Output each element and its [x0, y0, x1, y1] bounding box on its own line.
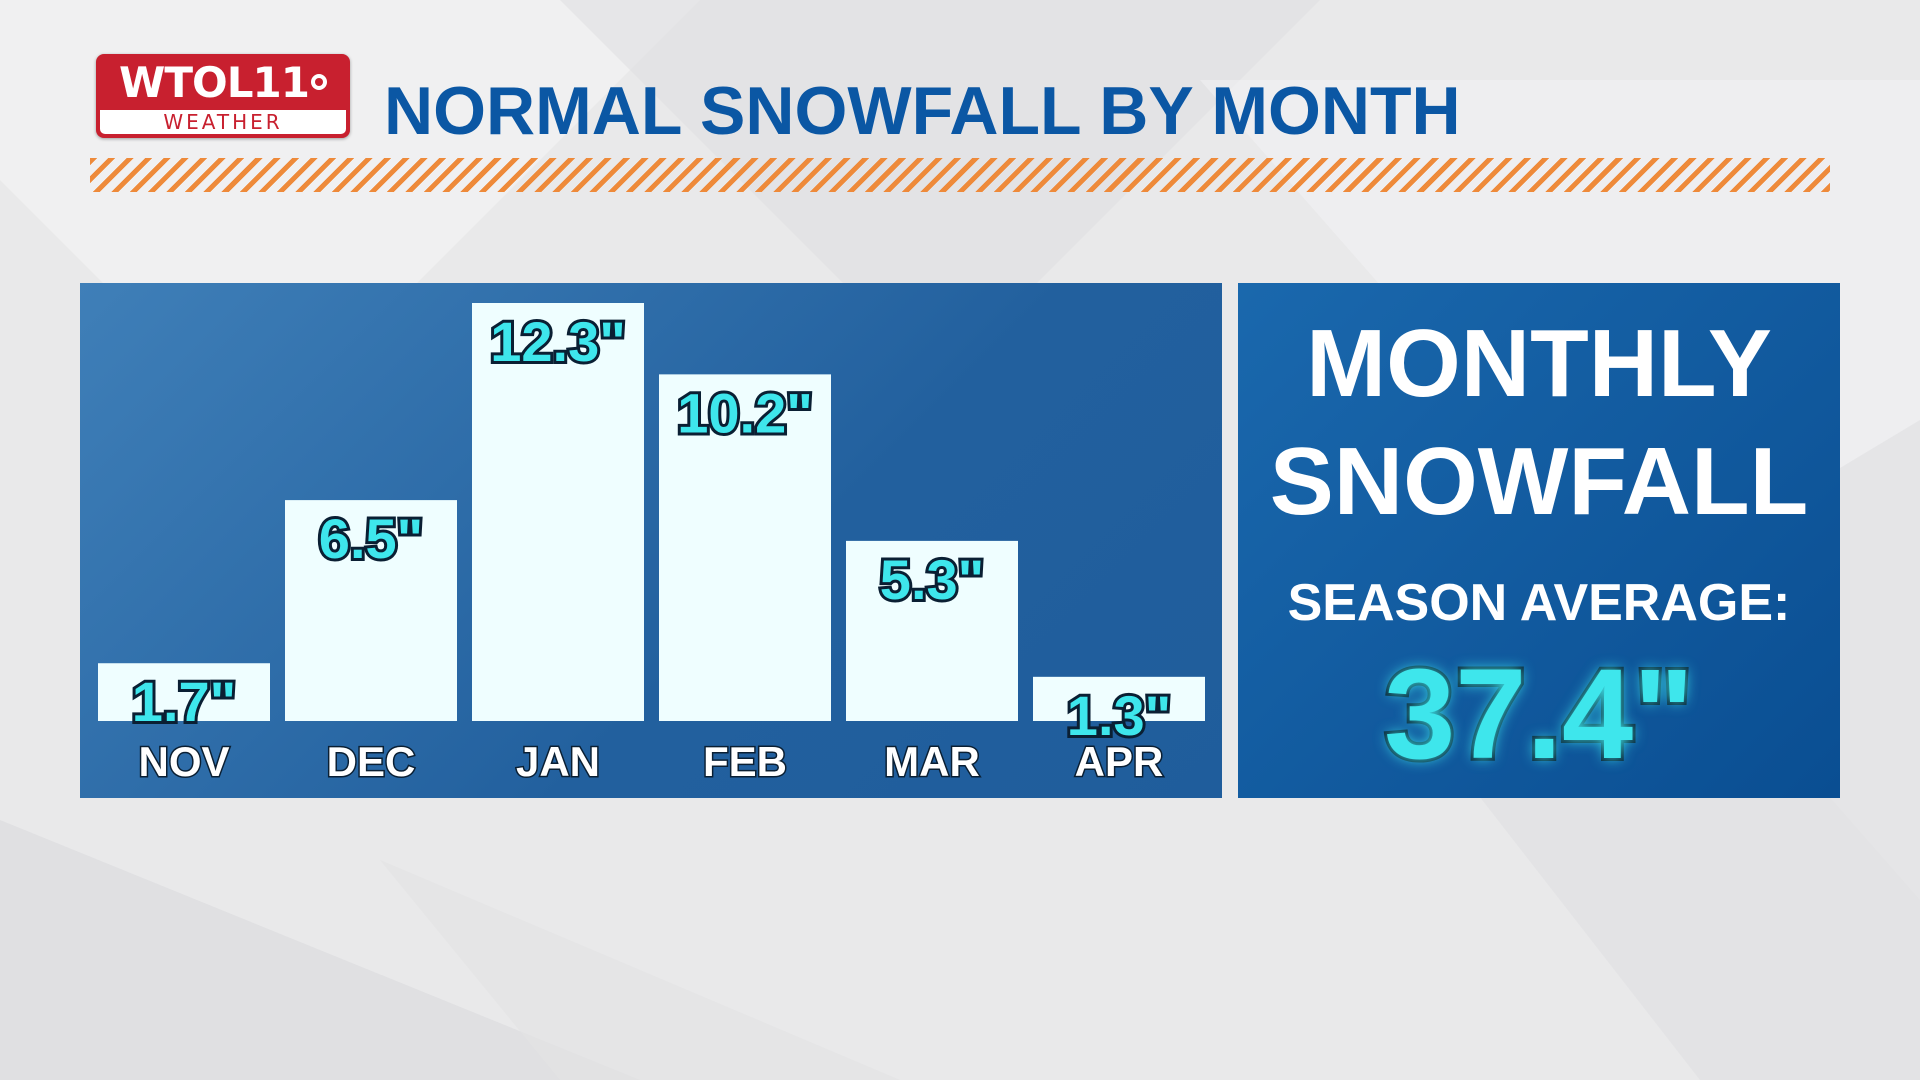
cbs-eye-icon	[310, 73, 327, 90]
x-tick-label-feb: FEB	[703, 738, 787, 785]
summary-heading: MONTHLY SNOWFALL	[1238, 305, 1840, 541]
x-tick-label-apr: APR	[1075, 738, 1164, 785]
bar-dec	[285, 500, 457, 721]
x-tick-label-dec: DEC	[327, 738, 416, 785]
bar-value-label-nov: 1.7"	[132, 670, 236, 733]
bar-nov	[98, 663, 270, 721]
bar-value-label-apr: 1.3"	[1067, 684, 1171, 747]
station-logo: WTOL11 WEATHER	[96, 54, 350, 138]
summary-panel: MONTHLY SNOWFALL SEASON AVERAGE: 37.4"	[1238, 283, 1840, 798]
bar-mar	[846, 540, 1018, 721]
bar-value-label-dec: 6.5"	[319, 507, 423, 570]
season-average-value: 37.4"	[1381, 642, 1697, 788]
logo-wordmark: WTOL11	[119, 58, 310, 107]
bar-jan	[472, 303, 644, 721]
bar-value-label-mar: 5.3"	[880, 548, 984, 611]
decorative-hatch-divider	[90, 158, 1830, 192]
bar-apr	[1033, 676, 1205, 721]
bar-chart-panel: 1.7" NOV 6.5" DEC 12.3" JAN 10.2" FEB 5.3" MAR 1.3…	[80, 283, 1222, 798]
logo-subtitle: WEATHER	[100, 110, 346, 134]
page-title: NORMAL SNOWFALL BY MONTH	[384, 73, 1461, 149]
summary-heading-line2: SNOWFALL	[1269, 428, 1809, 535]
x-tick-label-mar: MAR	[884, 738, 980, 785]
summary-heading-line1: MONTHLY	[1306, 310, 1772, 417]
bar-feb	[659, 374, 831, 721]
season-average-label: SEASON AVERAGE:	[1287, 574, 1791, 632]
bar-chart: 1.7" NOV 6.5" DEC 12.3" JAN 10.2" FEB 5.3" MAR 1.3…	[98, 303, 1205, 787]
bar-value-label-jan: 12.3"	[490, 310, 626, 373]
x-tick-label-nov: NOV	[138, 738, 229, 785]
x-tick-label-jan: JAN	[516, 738, 600, 785]
bar-value-label-feb: 10.2"	[677, 381, 813, 444]
